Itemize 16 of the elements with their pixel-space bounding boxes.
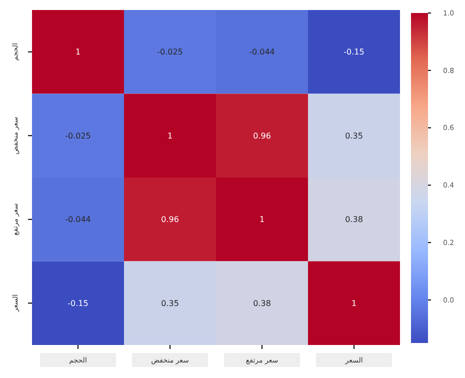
data-label: -0.15	[68, 298, 88, 308]
data-label: -0.025	[65, 131, 91, 140]
data-label: 0.35	[345, 131, 363, 140]
data-label: 0.96	[253, 131, 271, 140]
data-label: -0.15	[344, 48, 364, 57]
data-label: 0.96	[161, 215, 179, 224]
data-label: 1	[259, 215, 265, 224]
data-label: -0.025	[157, 48, 183, 57]
data-label: -0.044	[65, 215, 91, 224]
data-label: 0.35	[161, 298, 179, 308]
data-label: 0.38	[253, 298, 271, 308]
data-label: 1	[167, 131, 173, 140]
data-label: 1	[75, 48, 81, 57]
data-label: 1	[351, 298, 357, 308]
data-label: -0.044	[249, 48, 275, 57]
data-label: 0.38	[345, 215, 363, 224]
